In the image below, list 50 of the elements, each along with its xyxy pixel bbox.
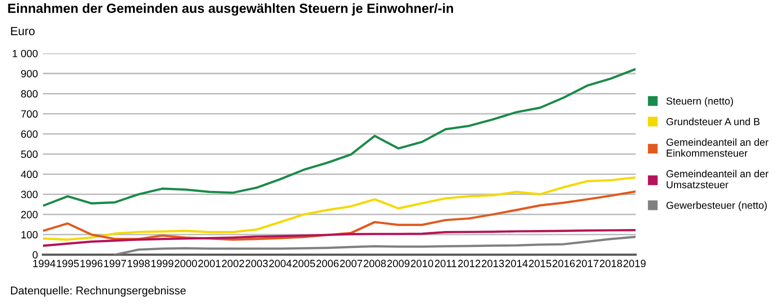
x-tick-label: 1995 [56,260,79,268]
legend-label: Gemeindeanteil an der Einkommensteuer [666,138,768,157]
x-tick-label: 2018 [600,260,622,268]
x-tick-label: 2007 [340,260,362,268]
x-tick-label: 2012 [458,260,480,268]
y-tick-label: 400 [20,170,38,178]
x-tick-label: 1997 [104,260,126,268]
x-tick-label: 2005 [292,260,316,268]
x-tick-label: 2002 [222,260,244,268]
x-tick-label: 1996 [80,260,102,268]
x-tick-label: 2003 [246,260,268,268]
y-tick-label: 600 [21,130,38,138]
y-tick-label: 300 [21,190,38,198]
x-tick-label: 2000 [174,260,197,268]
x-tick-label: 2014 [505,260,528,268]
legend-label: Grundsteuer A und B [666,118,760,126]
y-tick-label: 100 [21,231,38,238]
x-tick-label: 1998 [128,260,150,268]
line-series [42,176,636,241]
x-tick-label: 1994 [33,260,56,268]
y-axis-title: Euro [11,26,35,36]
chart-title: Einnahmen der Gemeinden aus ausgewählten Steuern je Einwohner/-in [8,3,454,16]
line-series [114,236,636,255]
y-tick-label: 900 [21,70,38,78]
legend-label: Gemeindeanteil an der Umsatzsteuer [666,170,768,188]
line-series [42,68,636,206]
x-tick-label: 2009 [387,260,410,268]
legend-label: Gewerbesteuer (netto) [666,201,767,211]
x-tick-label: 2016 [552,260,575,268]
x-tick-label: 2015 [528,260,552,268]
x-tick-label: 2006 [316,260,339,268]
x-tick-label: 2008 [364,260,386,268]
legend-label: Steuern (netto) [666,97,733,107]
x-tick-label: 2001 [198,260,220,268]
x-tick-label: 2010 [410,260,434,268]
x-tick-label: 2013 [482,260,504,268]
y-tick-label: 700 [21,110,38,118]
line-series [42,190,636,241]
y-tick-label: 500 [21,150,38,158]
x-tick-label: 1999 [151,260,174,268]
x-tick-label: 2011 [434,260,456,268]
y-tick-label: 1 000 [12,50,38,58]
x-tick-label: 2004 [269,260,292,268]
x-tick-label: 2019 [623,260,646,268]
y-tick-label: 0 [32,251,38,259]
y-tick-label: 200 [21,210,38,218]
text: Datenquelle: Rechnungsergebnisse [11,286,186,297]
y-tick-label: 800 [21,90,38,98]
line-series [42,229,636,247]
x-tick-label: 2017 [576,260,598,268]
